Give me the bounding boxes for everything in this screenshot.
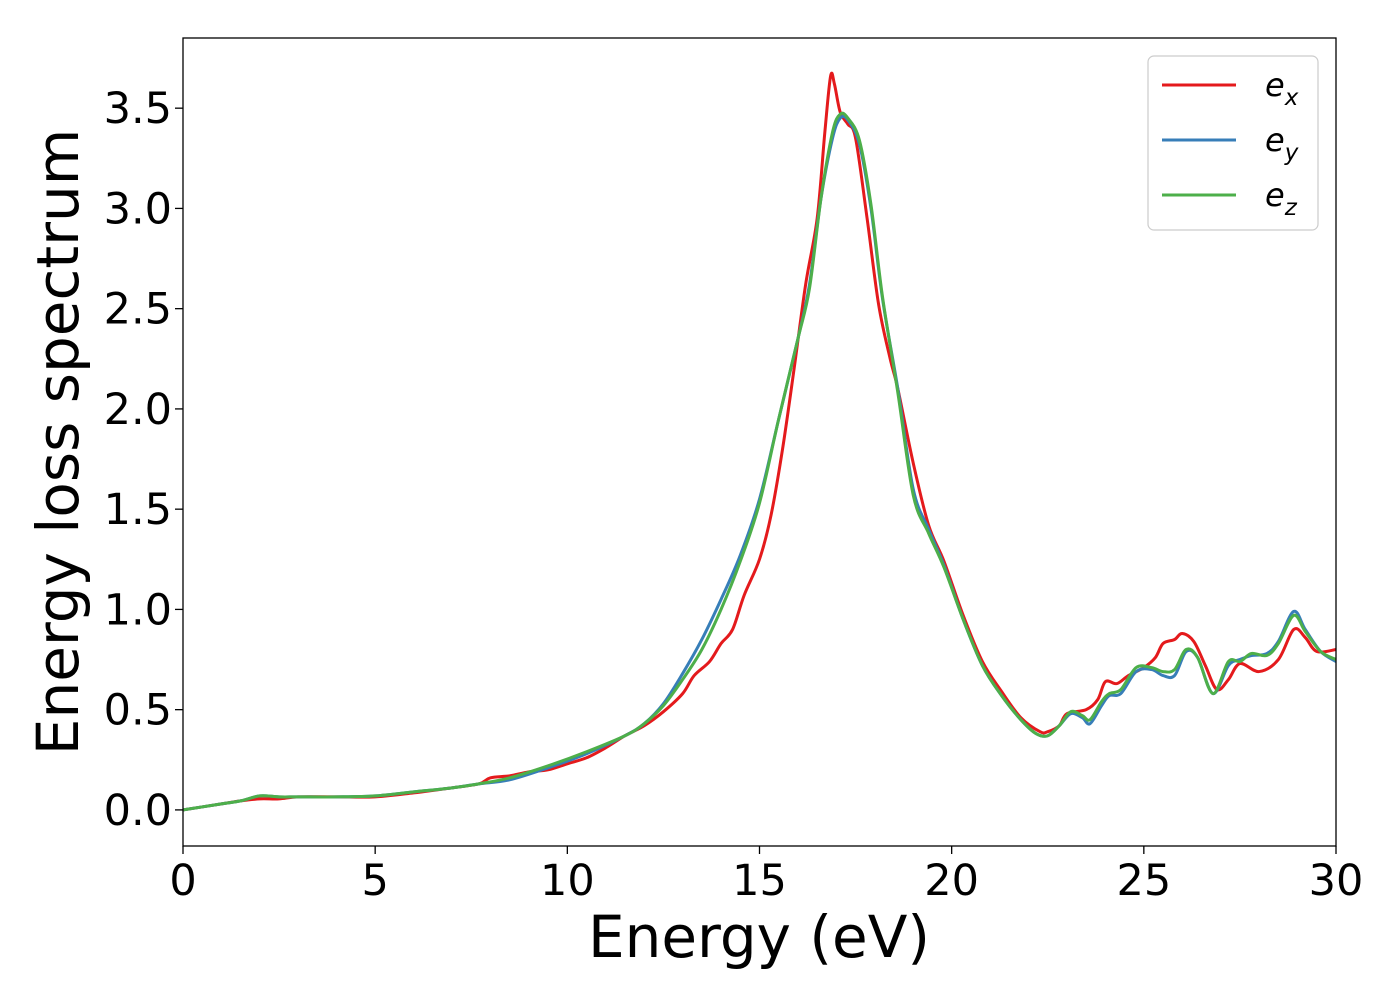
y-tick-label: 3.5 [104, 84, 172, 134]
legend-label-x: ex [1265, 66, 1299, 111]
x-tick-label: 5 [361, 856, 388, 906]
legend: ex ey ez [1147, 55, 1319, 231]
x-tick-label: 20 [924, 856, 979, 906]
y-tick-label: 1.0 [104, 585, 172, 635]
y-tick-label: 2.0 [104, 385, 172, 435]
y-axis-ticks: 0.0 0.5 1.0 1.5 2.0 2.5 3.0 3.5 [104, 84, 183, 836]
y-tick-label: 1.5 [104, 485, 172, 535]
legend-entries: ex ey ez [1162, 66, 1299, 221]
y-tick-label: 3.0 [104, 184, 172, 234]
y-axis-title: Energy loss spectrum [24, 129, 92, 755]
x-axis-ticks: 0 5 10 15 20 25 30 [169, 846, 1363, 906]
legend-label-z: ez [1265, 176, 1298, 221]
y-tick-label: 0.5 [104, 686, 172, 736]
x-tick-label: 0 [169, 856, 196, 906]
series-line-z [183, 111, 1336, 812]
x-tick-label: 25 [1116, 856, 1171, 906]
x-tick-label: 30 [1309, 856, 1364, 906]
x-tick-label: 15 [732, 856, 787, 906]
legend-label-y: ey [1265, 121, 1299, 166]
legend-box [1147, 55, 1319, 231]
x-axis-title: Energy (eV) [588, 903, 930, 971]
plot-lines [183, 71, 1336, 812]
x-tick-label: 10 [540, 856, 595, 906]
y-tick-label: 0.0 [104, 786, 172, 836]
y-tick-label: 2.5 [104, 285, 172, 335]
